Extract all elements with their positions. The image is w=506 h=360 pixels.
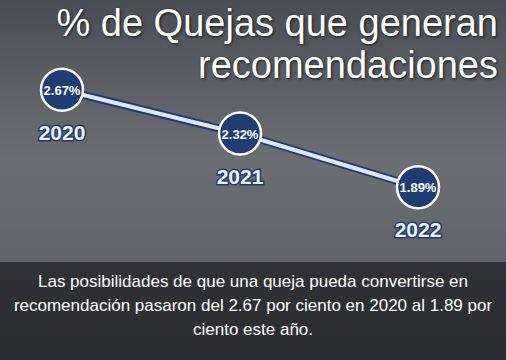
- html-text:Las posibilidades de que una q: Las posibilidades de que una queja pueda…: [13, 272, 493, 339]
- svg-text:2.32%: 2.32%: [222, 127, 259, 142]
- svg-text:2.67%: 2.67%: [44, 83, 81, 98]
- svg-text:2022: 2022: [395, 218, 442, 241]
- svg-text:1.89%: 1.89%: [400, 180, 437, 195]
- svg-text:2021: 2021: [217, 165, 264, 188]
- svg-text:2020: 2020: [39, 121, 86, 144]
- html-text:% de Quejas que generan recome: % de Quejas que generan recomendaciones: [56, 2, 498, 86]
